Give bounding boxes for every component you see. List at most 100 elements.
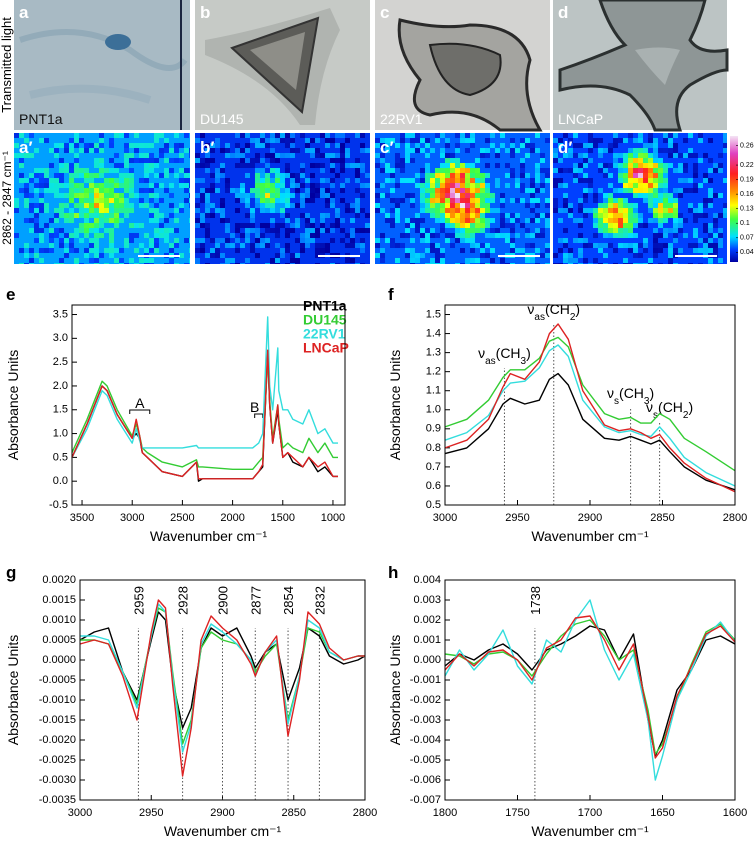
heatmap-cell — [470, 168, 475, 173]
heatmap-cell — [19, 158, 24, 163]
heatmap-cell — [320, 228, 325, 233]
heatmap-cell — [643, 143, 648, 148]
heatmap-cell — [285, 188, 290, 193]
x-tick-label: 2800 — [723, 512, 747, 524]
heatmap-cell — [628, 148, 633, 153]
heatmap-cell — [210, 213, 215, 218]
heatmap-cell — [380, 258, 385, 263]
heatmap-cell — [545, 253, 550, 258]
heatmap-cell — [535, 218, 540, 223]
heatmap-cell — [553, 183, 558, 188]
heatmap-cell — [104, 228, 109, 233]
heatmap-cell — [114, 203, 119, 208]
heatmap-cell — [638, 163, 643, 168]
heatmap-cell — [410, 258, 415, 263]
heatmap-cell — [124, 208, 129, 213]
heatmap-cell — [265, 163, 270, 168]
heatmap-cell — [300, 248, 305, 253]
heatmap-cell — [470, 203, 475, 208]
heatmap-cell — [663, 183, 668, 188]
heatmap-cell — [663, 193, 668, 198]
heatmap-cell — [698, 208, 703, 213]
heatmap-cell — [54, 183, 59, 188]
heatmap-cell — [638, 218, 643, 223]
heatmap-cell — [420, 183, 425, 188]
heatmap-cell — [633, 263, 638, 264]
heatmap-cell — [225, 228, 230, 233]
heatmap-cell — [184, 198, 189, 203]
heatmap-cell — [608, 148, 613, 153]
heatmap-cell — [270, 203, 275, 208]
heatmap-cell — [174, 243, 179, 248]
heatmap-cell — [425, 208, 430, 213]
heatmap-cell — [480, 208, 485, 213]
heatmap-cell — [285, 228, 290, 233]
heatmap-cell — [623, 228, 628, 233]
heatmap-cell — [618, 233, 623, 238]
heatmap-cell — [598, 248, 603, 253]
heatmap-cell — [79, 183, 84, 188]
heatmap-cell — [134, 248, 139, 253]
x-axis-label: Wavenumber cm⁻¹ — [164, 823, 282, 839]
heatmap-cell — [29, 258, 34, 263]
heatmap-cell — [638, 253, 643, 258]
heatmap-cell — [139, 198, 144, 203]
heatmap-cell — [430, 203, 435, 208]
heatmap-cell — [74, 228, 79, 233]
plot-frame — [444, 304, 736, 506]
heatmap-cell — [618, 208, 623, 213]
heatmap-cell — [29, 228, 34, 233]
heatmap-cell — [445, 233, 450, 238]
heatmap-cell — [280, 188, 285, 193]
heatmap-cell — [500, 198, 505, 203]
heatmap-cell — [573, 143, 578, 148]
y-axis-label: Absorbance Units — [5, 635, 21, 746]
heatmap-cell — [275, 243, 280, 248]
heatmap-cell — [255, 183, 260, 188]
heatmap-cell — [643, 163, 648, 168]
heatmap-cell — [658, 158, 663, 163]
heatmap-cell — [225, 153, 230, 158]
heatmap-cell — [688, 153, 693, 158]
heatmap-cell — [189, 193, 190, 198]
heatmap-cell — [653, 168, 658, 173]
heatmap-cell — [475, 173, 480, 178]
heatmap-cell — [129, 233, 134, 238]
heatmap-cell — [74, 233, 79, 238]
heatmap-cell — [420, 193, 425, 198]
colorbar-tick-label: 0.04 — [740, 249, 754, 256]
heatmap-cell — [598, 263, 603, 264]
heatmap-cell — [14, 203, 19, 208]
heatmap-cell — [34, 213, 39, 218]
heatmap-cell — [350, 208, 355, 213]
heatmap-cell — [460, 198, 465, 203]
heatmap-cell — [335, 133, 340, 138]
heatmap-cell — [129, 178, 134, 183]
y-tick-label: 2.5 — [53, 356, 68, 368]
annotation: B — [250, 399, 259, 415]
heatmap-cell — [99, 183, 104, 188]
heatmap-cell — [510, 238, 515, 243]
heatmap-cell — [425, 153, 430, 158]
heatmap-cell — [470, 208, 475, 213]
heatmap-cell — [628, 133, 633, 138]
heatmap-cell — [195, 223, 200, 228]
heatmap-cell — [290, 183, 295, 188]
heatmap-cell — [525, 243, 530, 248]
colorbar-tick-label: 0.26 — [740, 143, 754, 150]
heatmap-cell — [355, 203, 360, 208]
heatmap-cell — [578, 248, 583, 253]
heatmap-cell — [280, 223, 285, 228]
heatmap-cell — [410, 253, 415, 258]
heatmap-cell — [563, 258, 568, 263]
heatmap-cell — [189, 178, 190, 183]
heatmap-cell — [500, 203, 505, 208]
heatmap-cell — [510, 223, 515, 228]
heatmap-cell — [703, 203, 708, 208]
heatmap-cell — [593, 143, 598, 148]
heatmap-cell — [525, 218, 530, 223]
heatmap-cell — [410, 223, 415, 228]
heatmap-cell — [320, 218, 325, 223]
heatmap-cell — [149, 193, 154, 198]
heatmap-cell — [305, 143, 310, 148]
